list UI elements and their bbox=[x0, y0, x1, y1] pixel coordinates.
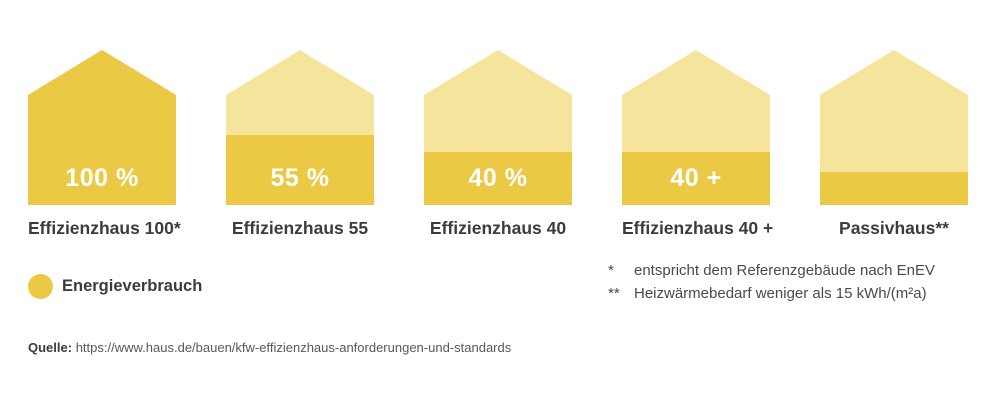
source-label: Quelle: bbox=[28, 340, 73, 355]
house-shape: 40 + bbox=[622, 50, 770, 205]
house-label: Effizienzhaus 40 + bbox=[622, 218, 774, 238]
house-group-effizienzhaus-100: 100 % Effizienzhaus 100* bbox=[28, 50, 181, 239]
source-line: Quelle: https://www.haus.de/bauen/kfw-ef… bbox=[28, 340, 511, 355]
houses-row: 100 % Effizienzhaus 100* 55 % Effizienzh… bbox=[28, 50, 968, 239]
house-group-effizienzhaus-55: 55 % Effizienzhaus 55 bbox=[226, 50, 374, 239]
legend: Energieverbrauch bbox=[28, 274, 202, 299]
house-value-label: 55 % bbox=[270, 164, 330, 192]
footnote-text: entspricht dem Referenzgebäude nach EnEV bbox=[634, 262, 936, 279]
footnote-heizwaermebedarf: ** Heizwärmebedarf weniger als 15 kWh/(m… bbox=[608, 282, 935, 305]
footnote-enev: * entspricht dem Referenzgebäude nach En… bbox=[608, 259, 935, 282]
legend-color-dot-icon bbox=[28, 274, 53, 299]
house-group-effizienzhaus-40: 40 % Effizienzhaus 40 bbox=[424, 50, 572, 239]
house-shape: 40 % bbox=[424, 50, 572, 205]
house-shape: 100 % bbox=[28, 50, 176, 205]
house-fill bbox=[226, 135, 374, 205]
source-url: https://www.haus.de/bauen/kfw-effizienzh… bbox=[75, 340, 512, 355]
house-fill bbox=[622, 152, 770, 205]
house-group-passivhaus: Passivhaus** bbox=[820, 50, 968, 239]
house-label: Effizienzhaus 40 bbox=[429, 218, 567, 238]
house-value-label: 40 + bbox=[670, 164, 722, 192]
footnote-marker: ** bbox=[608, 285, 620, 302]
house-fill bbox=[820, 172, 968, 205]
house-shape: 55 % bbox=[226, 50, 374, 205]
house-label: Effizienzhaus 55 bbox=[231, 218, 369, 238]
house-fill bbox=[424, 152, 572, 205]
house-shape bbox=[820, 50, 968, 205]
house-label: Effizienzhaus 100* bbox=[28, 218, 181, 238]
footnote-marker: * bbox=[608, 262, 614, 279]
house-group-effizienzhaus-40plus: 40 + Effizienzhaus 40 + bbox=[622, 50, 774, 239]
legend-label: Energieverbrauch bbox=[62, 277, 203, 295]
footnotes: * entspricht dem Referenzgebäude nach En… bbox=[608, 259, 935, 305]
house-value-label: 40 % bbox=[468, 164, 528, 192]
house-label: Passivhaus** bbox=[839, 218, 949, 238]
house-value-label: 100 % bbox=[65, 164, 139, 192]
footnote-text: Heizwärmebedarf weniger als 15 kWh/(m²a) bbox=[634, 285, 927, 302]
